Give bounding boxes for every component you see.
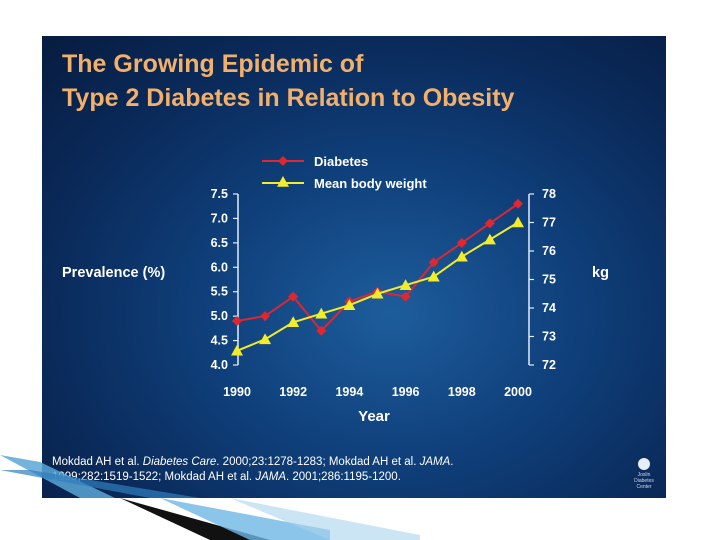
x-axis-tick-label: 1992 [279, 385, 307, 399]
right-axis-tick-label: 74 [542, 301, 556, 315]
x-axis-title: Year [358, 408, 390, 425]
diabetes-point [456, 237, 467, 248]
logo-mark-icon [638, 458, 650, 470]
diabetes-point [484, 218, 495, 229]
mean-body-weight-point [371, 287, 384, 299]
slide-title-line-1: The Growing Epidemic of [62, 50, 364, 78]
right-axis-tick-label: 77 [542, 216, 556, 230]
left-axis-tick-label: 5.0 [211, 309, 228, 323]
joslin-logo: Joslin Diabetes Center [632, 458, 656, 490]
mean-body-weight-point [259, 333, 272, 345]
citation-line-2: 1999;282:1519-1522; Mokdad AH et al. JAM… [52, 471, 401, 483]
line-chart: 4.0 4.5 5.0 5.5 6.0 6.5 7.0 7.5 72 73 74 75 76 77 78 19… [62, 154, 609, 425]
x-axis-tick-label: 1994 [335, 385, 363, 399]
mean-body-weight-point [343, 299, 356, 310]
legend-mean-body-weight-marker [277, 176, 289, 187]
mean-body-weight-point [315, 307, 328, 319]
y-axis-left-title: Prevalence (%) [62, 265, 165, 281]
right-axis-tick-label: 75 [542, 273, 556, 287]
diabetes-point [316, 325, 327, 336]
y-axis-right-title: kg [592, 265, 609, 281]
x-axis-tick-label: 1998 [448, 385, 476, 399]
left-axis-tick-label: 4.5 [211, 334, 228, 348]
mean-body-weight-point [287, 316, 300, 328]
diabetes-point [428, 257, 439, 268]
mean-body-weight-point [399, 279, 412, 290]
left-axis-tick-label: 6.0 [211, 260, 228, 274]
left-axis-tick-label: 7.0 [211, 211, 228, 225]
legend-mean-body-weight-label: Mean body weight [314, 176, 427, 191]
right-axis-tick-label: 72 [542, 358, 556, 372]
right-axis-tick-label: 78 [542, 187, 556, 201]
diabetes-point [513, 198, 523, 209]
citation-line-1: Mokdad AH et al. Diabetes Care. 2000;23:… [52, 456, 454, 468]
legend-diabetes-marker [278, 156, 288, 166]
diabetes-point [232, 316, 242, 327]
left-axis-tick-label: 5.5 [211, 285, 228, 299]
mean-body-weight-point [455, 250, 468, 262]
mean-body-weight-point [483, 233, 496, 245]
diabetes-point [260, 311, 271, 322]
x-axis-tick-label: 2000 [504, 385, 532, 399]
left-axis-tick-label: 7.5 [211, 187, 228, 201]
diabetes-point [400, 291, 411, 302]
slide: The Growing Epidemic of Type 2 Diabetes … [42, 36, 666, 498]
mean-body-weight-point [512, 216, 524, 228]
legend-diabetes-label: Diabetes [314, 154, 368, 169]
diabetes-point [288, 291, 299, 302]
mean-body-weight-point [231, 344, 243, 356]
right-axis-tick-label: 73 [542, 330, 556, 344]
slide-title-line-2: Type 2 Diabetes in Relation to Obesity [62, 84, 515, 112]
mean-body-weight-point [427, 270, 440, 282]
x-axis-tick-label: 1996 [392, 385, 420, 399]
left-axis-tick-label: 6.5 [211, 236, 228, 250]
x-axis-tick-label: 1990 [223, 385, 251, 399]
right-axis-tick-label: 76 [542, 244, 556, 258]
left-axis-tick-label: 4.0 [211, 358, 228, 372]
